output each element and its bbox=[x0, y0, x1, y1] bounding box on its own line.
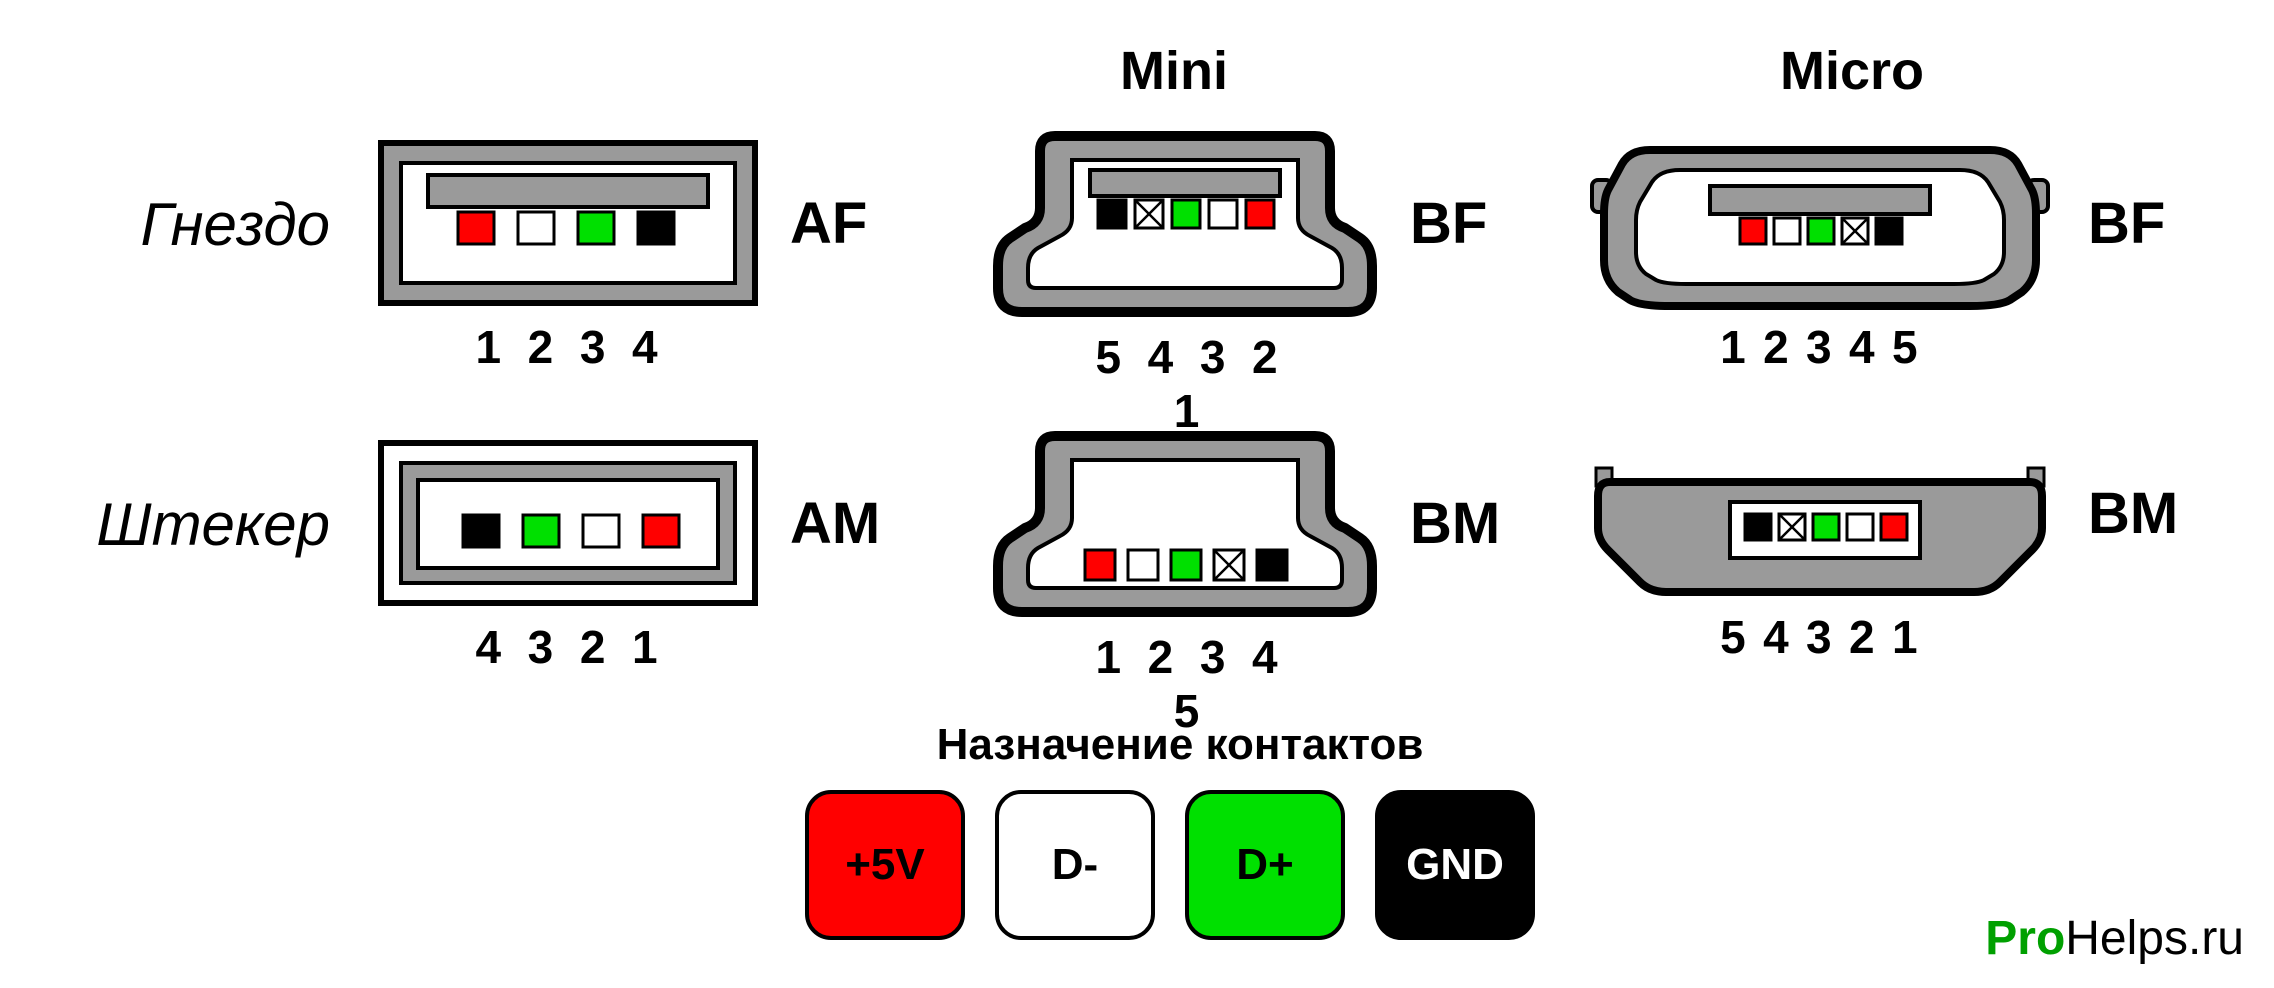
type-label-mini-bf: BF bbox=[1410, 190, 1487, 257]
col-header-mini: Mini bbox=[1120, 40, 1228, 102]
pins-mini-bf: 5 4 3 2 1 bbox=[1080, 330, 1300, 438]
type-label-am: AM bbox=[790, 490, 880, 557]
connector-micro-bm bbox=[1590, 460, 2050, 600]
watermark-pro: Pro bbox=[1985, 912, 2065, 965]
connector-af bbox=[378, 140, 758, 310]
pins-micro-bm: 5 4 3 2 1 bbox=[1720, 610, 1920, 664]
connector-mini-bm bbox=[990, 428, 1380, 623]
type-label-af: AF bbox=[790, 190, 867, 257]
legend-box: D+ bbox=[1185, 790, 1345, 940]
col-header-micro: Micro bbox=[1780, 40, 1924, 102]
pins-micro-bf: 1 2 3 4 5 bbox=[1720, 320, 1920, 374]
pins-af: 1 2 3 4 bbox=[440, 320, 700, 374]
legend-box: +5V bbox=[805, 790, 965, 940]
watermark-helps: Helps bbox=[2065, 912, 2188, 965]
type-label-micro-bm: BM bbox=[2088, 480, 2178, 547]
pins-am: 4 3 2 1 bbox=[440, 620, 700, 674]
row-label-plug: Штекер bbox=[10, 490, 330, 559]
legend-row: +5VD-D+GND bbox=[805, 790, 1535, 940]
connector-mini-bf bbox=[990, 128, 1380, 323]
legend-box: D- bbox=[995, 790, 1155, 940]
type-label-micro-bf: BF bbox=[2088, 190, 2165, 257]
watermark-ru: .ru bbox=[2188, 912, 2244, 965]
connector-am bbox=[378, 440, 758, 610]
watermark: ProHelps.ru bbox=[1985, 911, 2244, 966]
type-label-mini-bm: BM bbox=[1410, 490, 1500, 557]
row-label-socket: Гнездо bbox=[40, 190, 330, 259]
connector-micro-bf bbox=[1590, 140, 2050, 310]
legend-box: GND bbox=[1375, 790, 1535, 940]
legend-title: Назначение контактов bbox=[820, 720, 1540, 770]
